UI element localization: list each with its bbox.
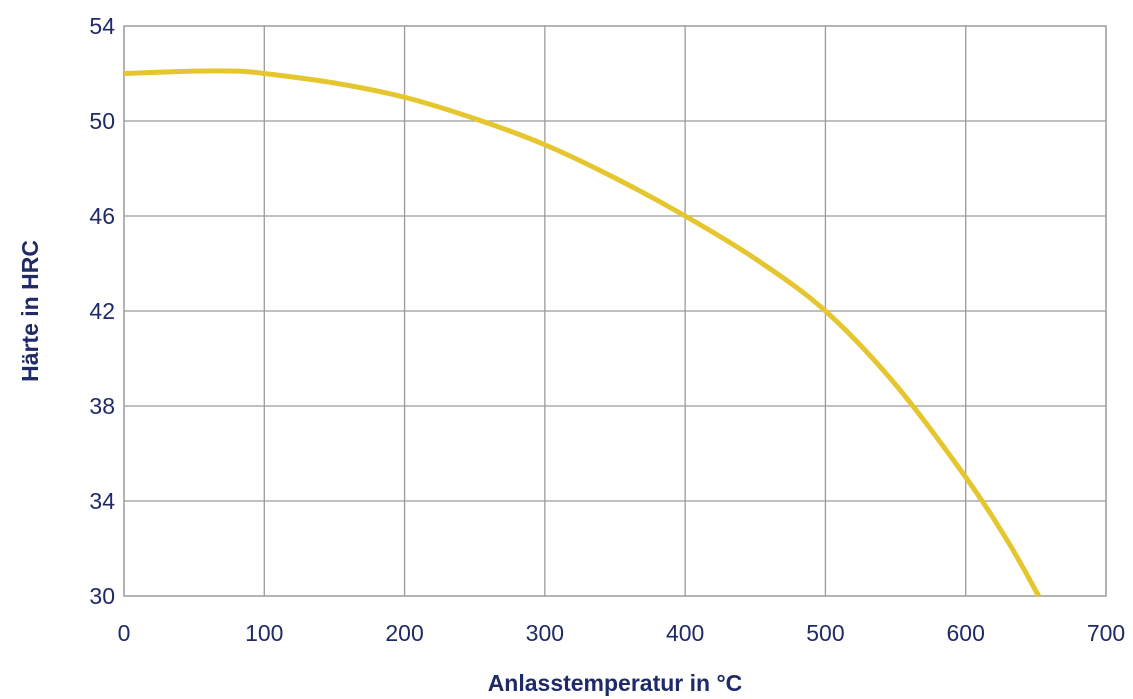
plot-area-border (123, 25, 1107, 597)
series-layer (123, 68, 1041, 598)
x-axis-title: Anlasstemperatur in °C (488, 670, 743, 696)
x-tick-label: 200 (385, 620, 423, 646)
x-axis-ticks: 0 100 200 300 400 500 600 700 (118, 620, 1126, 646)
y-tick-label: 54 (89, 13, 115, 39)
x-tick-label: 400 (666, 620, 704, 646)
x-tick-label: 600 (947, 620, 985, 646)
y-axis-title: Härte in HRC (17, 240, 43, 382)
x-tick-label: 500 (806, 620, 844, 646)
y-tick-label: 30 (89, 583, 115, 609)
series-line-0 (123, 68, 1041, 598)
y-tick-label: 38 (89, 393, 115, 419)
x-tick-label: 700 (1087, 620, 1125, 646)
x-tick-label: 300 (526, 620, 564, 646)
x-tick-label: 100 (245, 620, 283, 646)
grid (123, 25, 1107, 597)
y-tick-label: 34 (89, 488, 115, 514)
x-tick-label: 0 (118, 620, 131, 646)
y-axis-ticks: 30 34 38 42 46 50 54 (89, 13, 115, 609)
y-tick-label: 46 (89, 203, 115, 229)
y-tick-label: 50 (89, 108, 115, 134)
y-tick-label: 42 (89, 298, 115, 324)
